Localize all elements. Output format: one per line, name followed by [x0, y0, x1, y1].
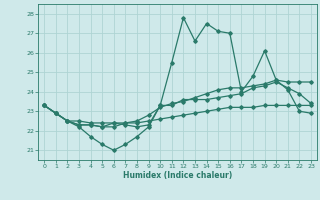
X-axis label: Humidex (Indice chaleur): Humidex (Indice chaleur)	[123, 171, 232, 180]
